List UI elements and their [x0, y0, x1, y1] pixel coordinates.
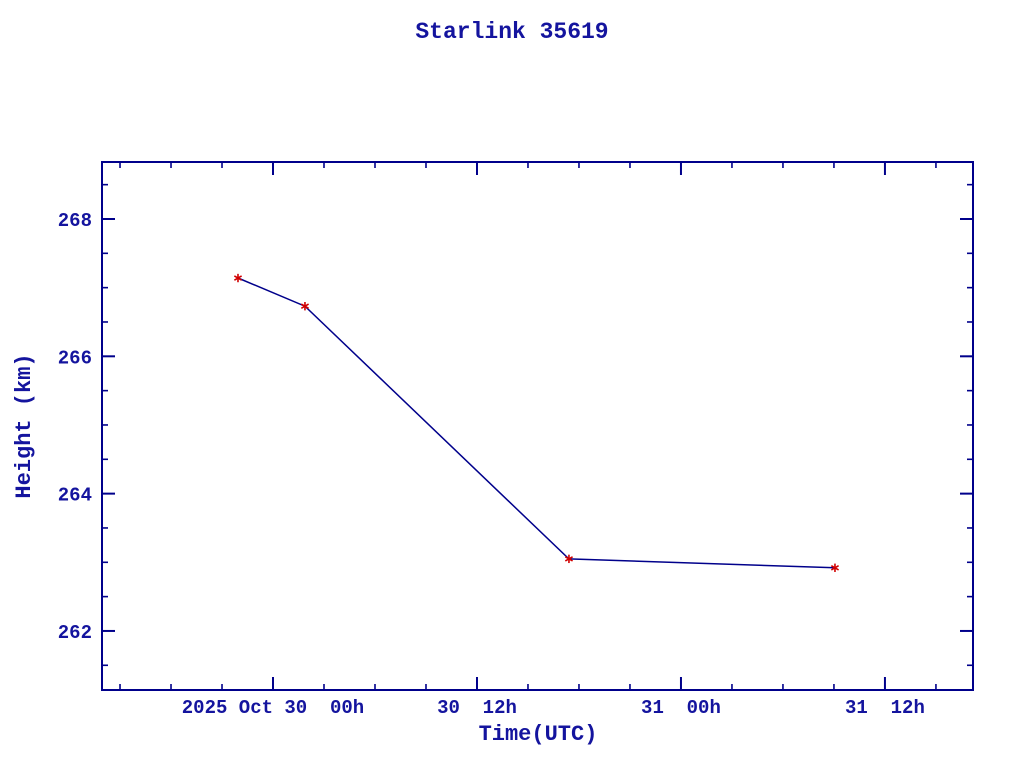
- y-axis-title: Height (km): [12, 353, 37, 498]
- y-axis-tick-label: 266: [58, 347, 92, 369]
- plot-area: 2025 Oct 30 00h 30 12h 31 00h 31 12h 262 264 2…: [58, 161, 974, 719]
- data-line: [237, 277, 836, 569]
- x-axis-tick-label: 31 12h: [845, 697, 925, 719]
- x-axis-tick-label: 2025 Oct 30 00h: [182, 697, 364, 719]
- data-point-marker: [233, 275, 243, 281]
- plot-frame: [101, 161, 974, 691]
- data-point-marker: [830, 564, 840, 571]
- x-axis-tick-label: 31 00h: [641, 697, 721, 719]
- data-point-marker: [564, 556, 573, 562]
- x-axis-tick-label: 30 12h: [437, 697, 517, 719]
- x-axis-title: Time(UTC): [479, 722, 598, 747]
- data-point-marker: [300, 303, 309, 309]
- y-axis-tick-label: 262: [58, 622, 92, 644]
- y-axis-tick-label: 268: [58, 210, 92, 232]
- y-axis-tick-label: 264: [58, 485, 92, 507]
- chart-title: Starlink 35619: [415, 19, 608, 45]
